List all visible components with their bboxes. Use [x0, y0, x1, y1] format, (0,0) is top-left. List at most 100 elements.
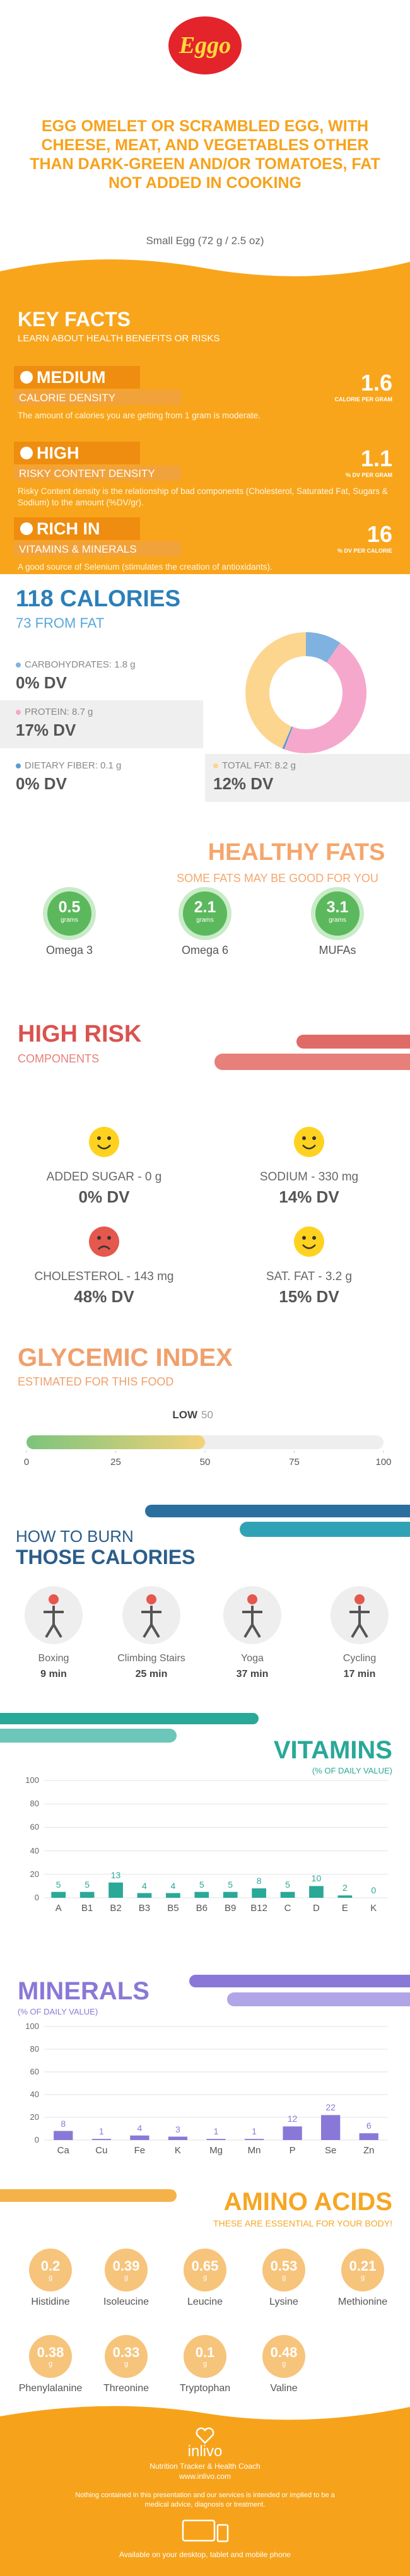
x-tick-label: B3: [138, 1903, 151, 1914]
footer-url: www.inlivo.com: [179, 2472, 231, 2481]
fat-value: 0.5: [58, 898, 81, 916]
x-tick-label: Mg: [209, 2145, 223, 2156]
stripe: [145, 1505, 410, 1517]
eye: [302, 1236, 306, 1240]
amino-name: Valine: [270, 2383, 298, 2394]
x-tick-label: E: [341, 1903, 348, 1914]
y-tick-label: 60: [30, 2067, 39, 2076]
section-subtitle: COMPONENTS: [18, 1052, 100, 1065]
eye: [107, 1136, 111, 1140]
risk-icon: [89, 1127, 119, 1157]
section-subtitle: THESE ARE ESSENTIAL FOR YOUR BODY!: [213, 2218, 392, 2228]
bar: [79, 1891, 95, 1898]
amino-value: 0.21: [349, 2258, 377, 2274]
name-box: [14, 541, 181, 556]
stripe: [296, 1035, 410, 1049]
fat-value: 3.1: [326, 898, 349, 916]
x-tick-label: 100: [375, 1457, 392, 1467]
amino-value: 0.1: [195, 2344, 215, 2360]
section-title: VITAMINS: [273, 1736, 392, 1764]
x-tick-label: Zn: [363, 2145, 375, 2156]
figure-head: [49, 1594, 59, 1604]
level-box: [14, 517, 140, 540]
amino-value: 0.53: [270, 2258, 298, 2274]
value-label: 5: [56, 1879, 61, 1890]
level-icon: [20, 522, 33, 535]
value-label: 5: [285, 1879, 290, 1890]
bar: [321, 2115, 341, 2140]
fact-unit: CALORIE PER GRAM: [334, 396, 392, 403]
section-title: HEALTHY FATS: [208, 839, 385, 866]
fat-circle: [183, 891, 227, 936]
amino-unit: g: [48, 2274, 53, 2281]
activity-time: 9 min: [40, 1669, 67, 1679]
amino-circle: [262, 2335, 305, 2378]
bar: [252, 1888, 266, 1898]
x-tick-label: B6: [196, 1903, 208, 1914]
section-title: MINERALS: [18, 1977, 149, 2005]
figure-head: [247, 1594, 257, 1604]
value-label: 1: [252, 2126, 257, 2137]
value-label: 13: [110, 1869, 121, 1880]
x-tick-label: A: [55, 1903, 62, 1914]
amino-value: 0.39: [112, 2258, 140, 2274]
amino-circle: [341, 2249, 384, 2291]
amino-name: Lysine: [269, 2297, 298, 2307]
mouth: [302, 1144, 316, 1150]
fact-description: A good source of Selenium (stimulates th…: [18, 562, 272, 572]
x-tick-label: 0: [23, 1457, 30, 1467]
fat-unit: grams: [329, 917, 346, 924]
value-label: 4: [137, 2122, 143, 2133]
stripe: [227, 1992, 410, 2006]
amino-circle: [184, 2249, 226, 2291]
eye: [97, 1236, 101, 1240]
amino-name: Histidine: [31, 2297, 70, 2307]
legend-label: DIETARY FIBER: 0.1 g: [25, 760, 122, 771]
bar: [309, 1886, 324, 1898]
amino-circle: [29, 2335, 72, 2378]
y-tick-label: 40: [30, 2090, 39, 2099]
figure-body: [349, 1606, 370, 1638]
section-title: GLYCEMIC INDEX: [18, 1344, 233, 1372]
amino-name: Isoleucine: [103, 2297, 149, 2307]
activity-name: Climbing Stairs: [117, 1653, 185, 1664]
stripe: [189, 1975, 410, 1987]
key-facts-bg: [0, 259, 410, 574]
y-tick-label: 100: [25, 1775, 39, 1785]
stripe: [0, 2189, 177, 2202]
fat-circle: [315, 891, 360, 936]
section-subtitle: SOME FATS MAY BE GOOD FOR YOU: [177, 872, 378, 885]
fact-description: Risky Content density is the relationshi…: [18, 486, 388, 507]
amino-name: Tryptophan: [179, 2383, 231, 2394]
activity-time: 25 min: [135, 1669, 168, 1679]
fact-value: 1.6: [360, 370, 392, 396]
level: HIGH: [37, 444, 79, 462]
y-tick-label: 0: [34, 1893, 39, 1902]
fact-unit: % DV PER GRAM: [345, 472, 392, 478]
y-tick-label: 80: [30, 1799, 39, 1809]
value-label: 2: [342, 1883, 348, 1893]
x-tick-label: K: [370, 1903, 377, 1914]
risk-label: ADDED SUGAR - 0 g: [46, 1170, 162, 1184]
y-tick-label: 40: [30, 1845, 39, 1856]
x-tick-label: C: [284, 1903, 291, 1914]
footer-logo: [196, 2427, 214, 2444]
y-tick-label: 0: [34, 2135, 39, 2144]
fat-name: Omega 6: [181, 944, 229, 956]
gauge-fill: [26, 1435, 205, 1449]
protein-bg: [0, 700, 203, 748]
x-tick-label: Se: [324, 2145, 337, 2156]
amino-circle: [105, 2335, 148, 2378]
bar: [108, 1882, 123, 1898]
section-subtitle: LEARN ABOUT HEALTH BENEFITS OR RISKS: [18, 333, 220, 344]
pie-slice: [306, 632, 341, 663]
x-tick-label: Fe: [134, 2145, 146, 2156]
risk-label: SODIUM - 330 mg: [259, 1170, 359, 1184]
bar: [280, 1891, 295, 1898]
x-tick-label: P: [289, 2145, 296, 2156]
section-subtitle: (% OF DAILY VALUE): [18, 2007, 98, 2016]
y-tick-label: 80: [30, 2044, 39, 2054]
figure-body: [242, 1606, 262, 1638]
value-label: 5: [85, 1879, 90, 1890]
level: RICH IN: [37, 519, 100, 538]
